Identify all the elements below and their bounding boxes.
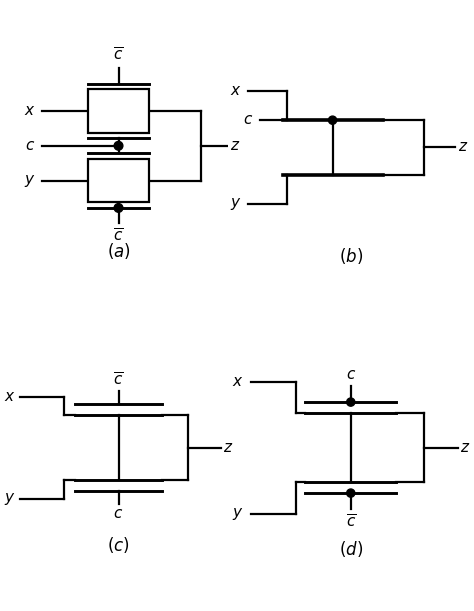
Text: $\overline{c}$: $\overline{c}$ xyxy=(113,47,124,64)
Text: $(c)$: $(c)$ xyxy=(107,535,130,555)
Text: $z$: $z$ xyxy=(223,441,234,455)
Circle shape xyxy=(114,141,123,150)
Text: $y$: $y$ xyxy=(230,196,242,213)
Text: $x$: $x$ xyxy=(24,104,36,118)
Text: $(d)$: $(d)$ xyxy=(339,539,363,559)
Text: $(a)$: $(a)$ xyxy=(107,241,130,262)
Text: $z$: $z$ xyxy=(230,139,240,153)
Bar xyxy=(88,89,149,133)
Circle shape xyxy=(346,489,355,497)
Text: $z$: $z$ xyxy=(460,441,470,455)
Text: $y$: $y$ xyxy=(232,505,244,522)
Text: $x$: $x$ xyxy=(232,375,244,389)
Text: $\overline{c}$: $\overline{c}$ xyxy=(113,371,124,389)
Text: $x$: $x$ xyxy=(230,84,242,98)
Text: $y$: $y$ xyxy=(24,173,36,189)
Text: $\overline{c}$: $\overline{c}$ xyxy=(346,514,356,531)
Circle shape xyxy=(328,116,337,124)
Bar xyxy=(88,159,149,202)
Text: $c$: $c$ xyxy=(26,139,36,153)
Text: $\overline{c}$: $\overline{c}$ xyxy=(113,227,124,244)
Text: $(b)$: $(b)$ xyxy=(339,246,363,266)
Text: $x$: $x$ xyxy=(4,390,16,403)
Text: $c$: $c$ xyxy=(243,113,253,127)
Text: $c$: $c$ xyxy=(346,368,356,382)
Circle shape xyxy=(114,203,123,212)
Text: $z$: $z$ xyxy=(458,141,468,155)
Text: $y$: $y$ xyxy=(4,491,16,507)
Circle shape xyxy=(346,398,355,406)
Text: $c$: $c$ xyxy=(113,507,124,521)
